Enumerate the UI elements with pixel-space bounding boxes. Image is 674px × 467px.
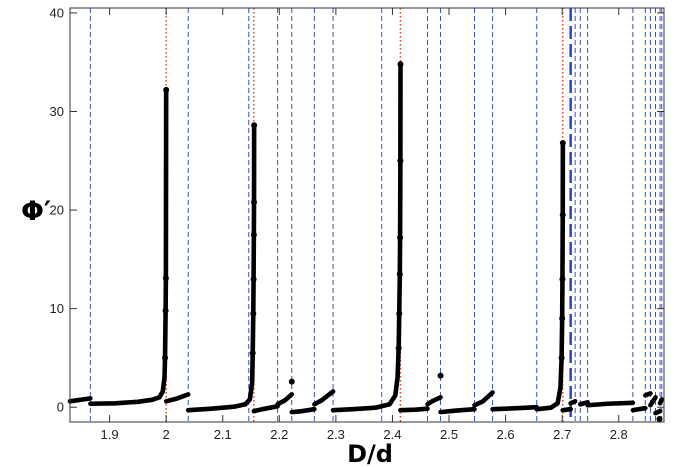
data-curve bbox=[560, 406, 573, 413]
data-point bbox=[162, 307, 169, 314]
data-curve bbox=[585, 400, 636, 408]
data-curve bbox=[289, 406, 317, 415]
data-point bbox=[559, 276, 566, 283]
data-point bbox=[396, 271, 403, 278]
x-tick-label: 1.9 bbox=[101, 427, 119, 442]
x-tick-label: 2.7 bbox=[553, 427, 571, 442]
data-points bbox=[67, 61, 665, 423]
data-curve bbox=[657, 397, 665, 406]
data-point bbox=[162, 354, 169, 361]
data-point bbox=[397, 157, 404, 164]
data-point bbox=[437, 372, 444, 379]
data-curve bbox=[438, 406, 477, 415]
x-tick-label: 2.6 bbox=[497, 427, 515, 442]
data-point bbox=[249, 350, 256, 356]
data-point bbox=[251, 122, 258, 129]
data-curve bbox=[67, 396, 93, 404]
data-curve bbox=[163, 392, 191, 404]
y-tick-label: 40 bbox=[50, 5, 64, 20]
data-curve bbox=[185, 123, 257, 413]
data-point bbox=[656, 416, 663, 423]
x-tick-label: 2.1 bbox=[214, 427, 232, 442]
data-point bbox=[250, 231, 257, 238]
y-tick-label: 20 bbox=[50, 203, 64, 218]
data-curve bbox=[630, 405, 648, 413]
data-point bbox=[397, 234, 404, 241]
y-axis-title: Φ′ bbox=[21, 196, 51, 227]
data-curve bbox=[472, 390, 495, 408]
data-curve bbox=[643, 391, 653, 398]
data-point bbox=[395, 345, 402, 352]
data-point bbox=[397, 61, 404, 68]
data-point bbox=[163, 86, 170, 93]
data-curve bbox=[568, 399, 578, 406]
data-curve bbox=[88, 87, 169, 407]
data-point bbox=[558, 354, 565, 361]
y-tick-label: 0 bbox=[57, 400, 64, 415]
data-curve bbox=[425, 395, 443, 407]
data-curve bbox=[653, 408, 663, 416]
x-tick-label: 2.2 bbox=[270, 427, 288, 442]
data-curve bbox=[577, 399, 590, 407]
y-tick-label: 10 bbox=[50, 301, 64, 316]
data-point bbox=[162, 275, 169, 282]
x-tick-label: 2.5 bbox=[440, 427, 458, 442]
data-point bbox=[250, 310, 257, 317]
data-point bbox=[559, 315, 566, 322]
x-tick-label: 2.3 bbox=[327, 427, 345, 442]
data-curve bbox=[275, 392, 295, 407]
data-curve bbox=[534, 140, 566, 412]
y-tick-label: 30 bbox=[50, 104, 64, 119]
x-tick-label: 2.4 bbox=[383, 427, 401, 442]
data-curve bbox=[312, 389, 336, 407]
data-point bbox=[559, 140, 566, 147]
data-curve bbox=[330, 61, 403, 413]
ticks: 1.9 2 2.1 2.2 2.3 2.4 2.5 2.6 2.7 2.8 0 10 20 30 40 bbox=[50, 5, 664, 442]
reference-lines bbox=[89, 8, 663, 422]
data-curve bbox=[648, 395, 658, 408]
data-point bbox=[396, 310, 403, 317]
x-tick-label: 2.8 bbox=[610, 427, 628, 442]
plot-frame bbox=[69, 7, 665, 423]
data-curve bbox=[398, 406, 430, 413]
axes bbox=[69, 7, 665, 423]
data-curve bbox=[251, 403, 280, 414]
data-point bbox=[288, 378, 295, 385]
data-point bbox=[250, 276, 257, 283]
data-curve bbox=[490, 404, 540, 412]
data-point bbox=[251, 199, 258, 206]
x-axis-title: D/d bbox=[347, 440, 393, 467]
x-tick-label: 2 bbox=[163, 427, 170, 442]
data-point bbox=[559, 212, 566, 218]
